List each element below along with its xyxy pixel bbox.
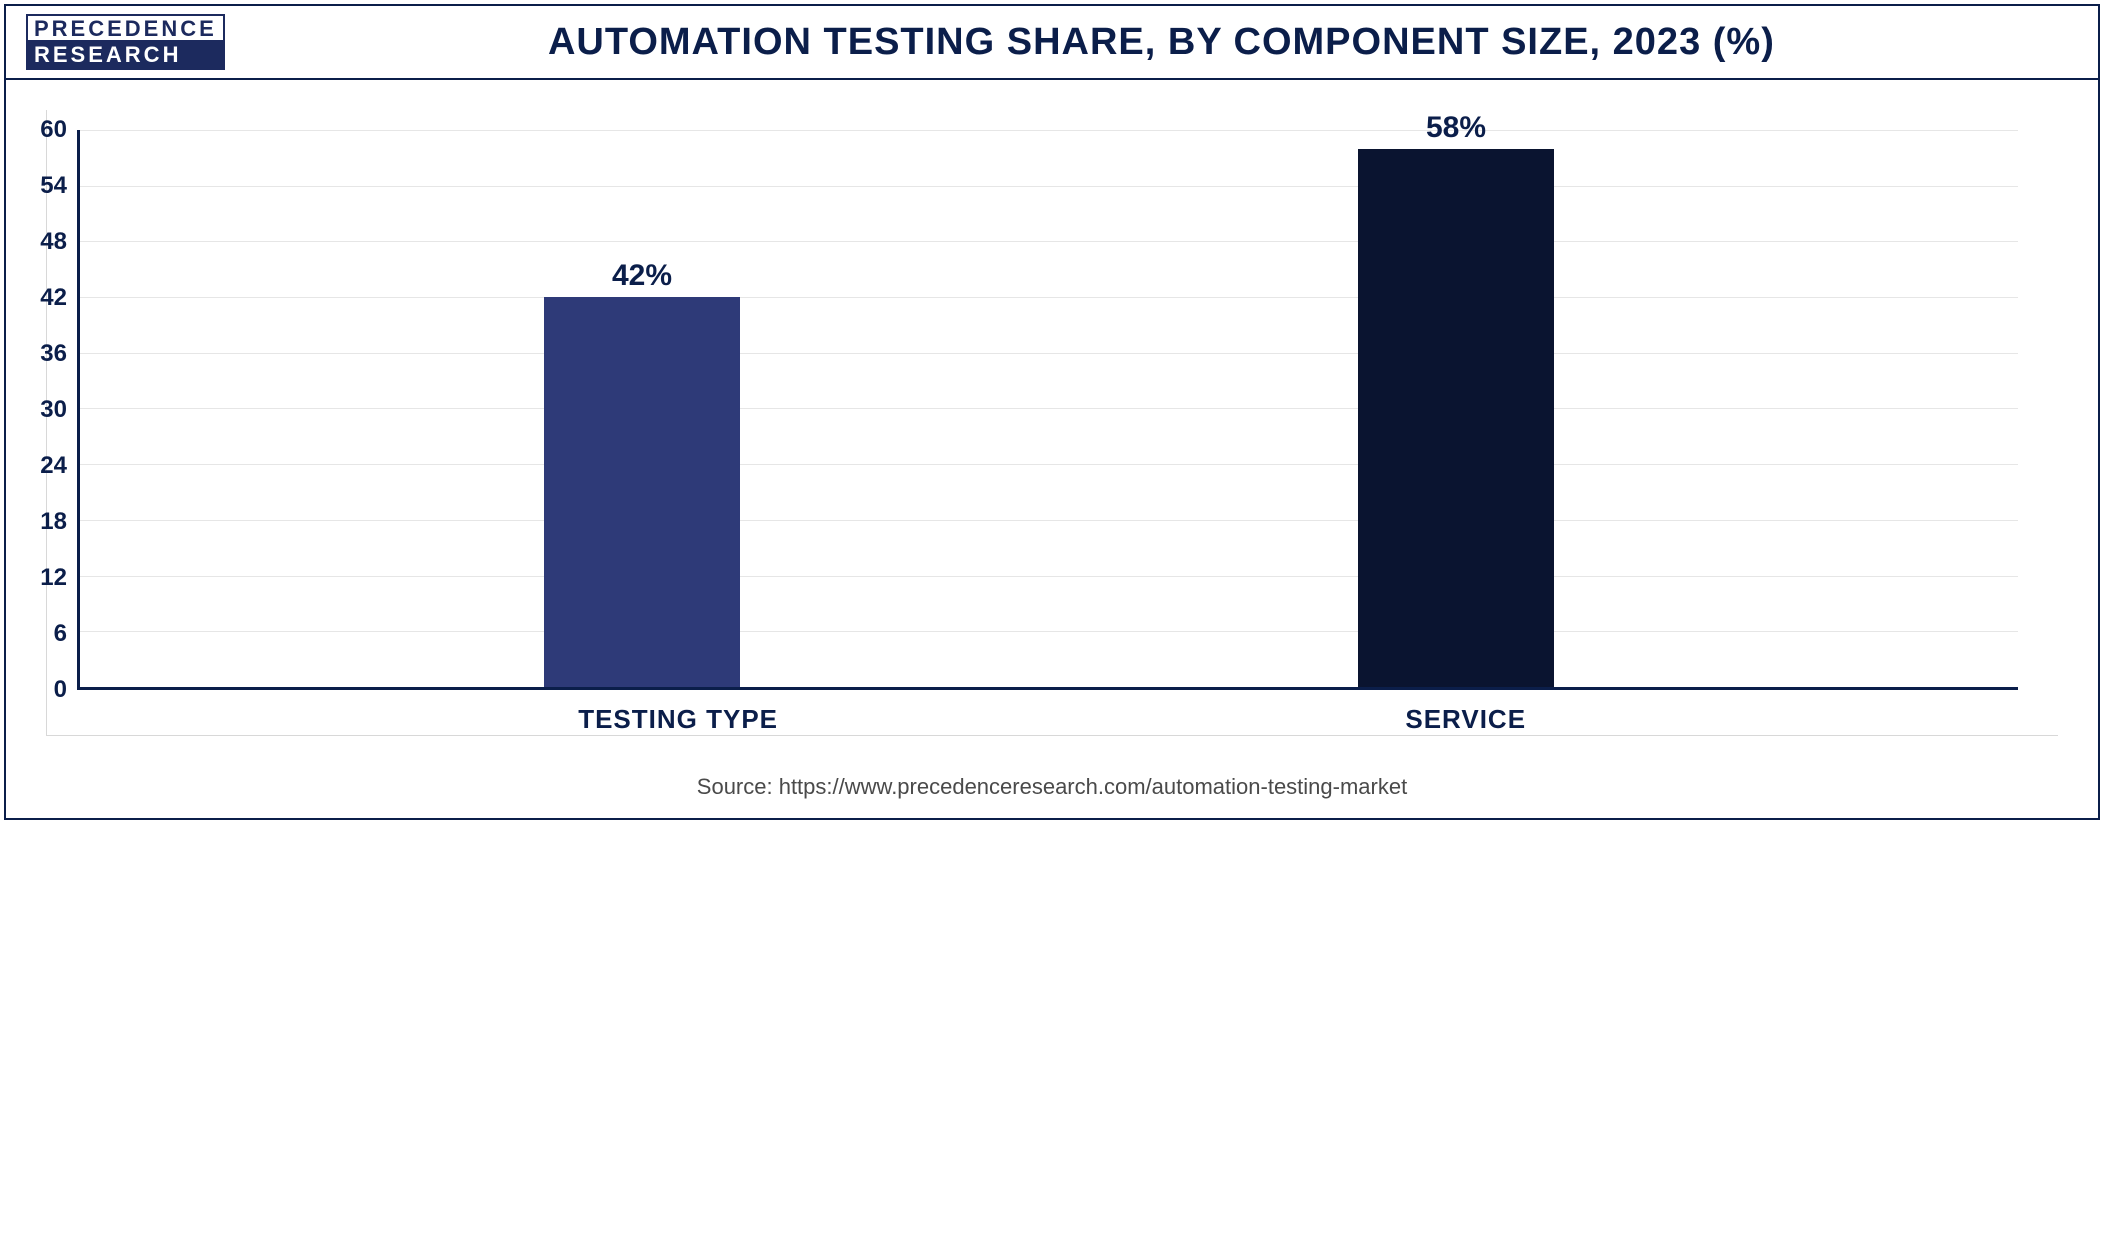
header: PRECEDENCE RESEARCH AUTOMATION TESTING S… [6, 6, 2098, 80]
x-tick: TESTING TYPE [578, 704, 768, 735]
bar [544, 297, 739, 687]
logo: PRECEDENCE RESEARCH [26, 14, 225, 70]
logo-line1: PRECEDENCE [26, 14, 225, 40]
bar-wrap: 42% [544, 130, 739, 687]
chart-container: PRECEDENCE RESEARCH AUTOMATION TESTING S… [4, 4, 2100, 820]
bar [1358, 149, 1553, 687]
chart-title: AUTOMATION TESTING SHARE, BY COMPONENT S… [245, 21, 2078, 64]
chart-area: 60544842363024181260 42% 58% TESTING TYPE… [6, 80, 2098, 746]
bars-group: 42% 58% [80, 130, 2018, 687]
y-axis: 60544842363024181260 [67, 130, 77, 690]
plot-area: 42% 58% [77, 130, 2018, 690]
logo-line2: RESEARCH [26, 40, 225, 70]
x-axis: TESTING TYPE SERVICE [121, 690, 2018, 735]
bar-value-label: 58% [1426, 111, 1486, 145]
source-text: Source: https://www.precedenceresearch.c… [6, 746, 2098, 818]
bar-value-label: 42% [612, 259, 672, 293]
x-tick: SERVICE [1371, 704, 1561, 735]
chart-frame: 60544842363024181260 42% 58% TESTING TYPE… [46, 110, 2058, 736]
bar-wrap: 58% [1358, 130, 1553, 687]
